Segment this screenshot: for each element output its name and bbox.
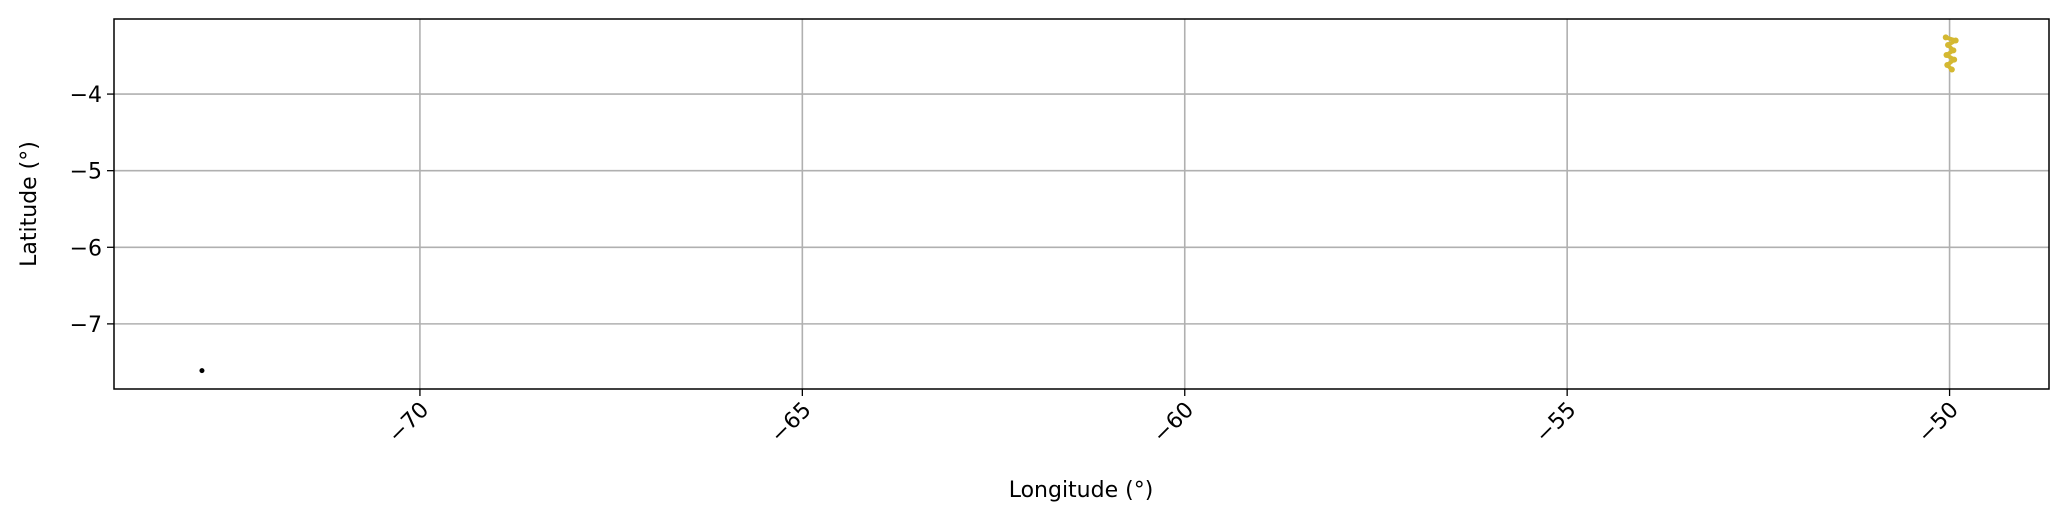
data-point (1950, 47, 1957, 54)
data-point (199, 368, 205, 374)
data-layer (199, 34, 1959, 374)
y-tick-label: −4 (70, 83, 102, 108)
data-point (1948, 66, 1955, 73)
data-point (1951, 56, 1958, 63)
x-axis-label: Longitude (°) (1009, 478, 1154, 503)
y-tick-label: −7 (70, 313, 102, 338)
data-point (1944, 61, 1951, 68)
data-point (1943, 52, 1950, 59)
grid-lines (114, 19, 2049, 389)
y-axis-label: Latitude (°) (17, 141, 42, 267)
y-tick-label: −6 (70, 236, 102, 261)
data-point (1942, 34, 1949, 41)
data-point (1952, 37, 1959, 44)
y-tick-label: −5 (70, 160, 102, 185)
data-point (1945, 42, 1952, 49)
plot-frame (113, 18, 2050, 390)
